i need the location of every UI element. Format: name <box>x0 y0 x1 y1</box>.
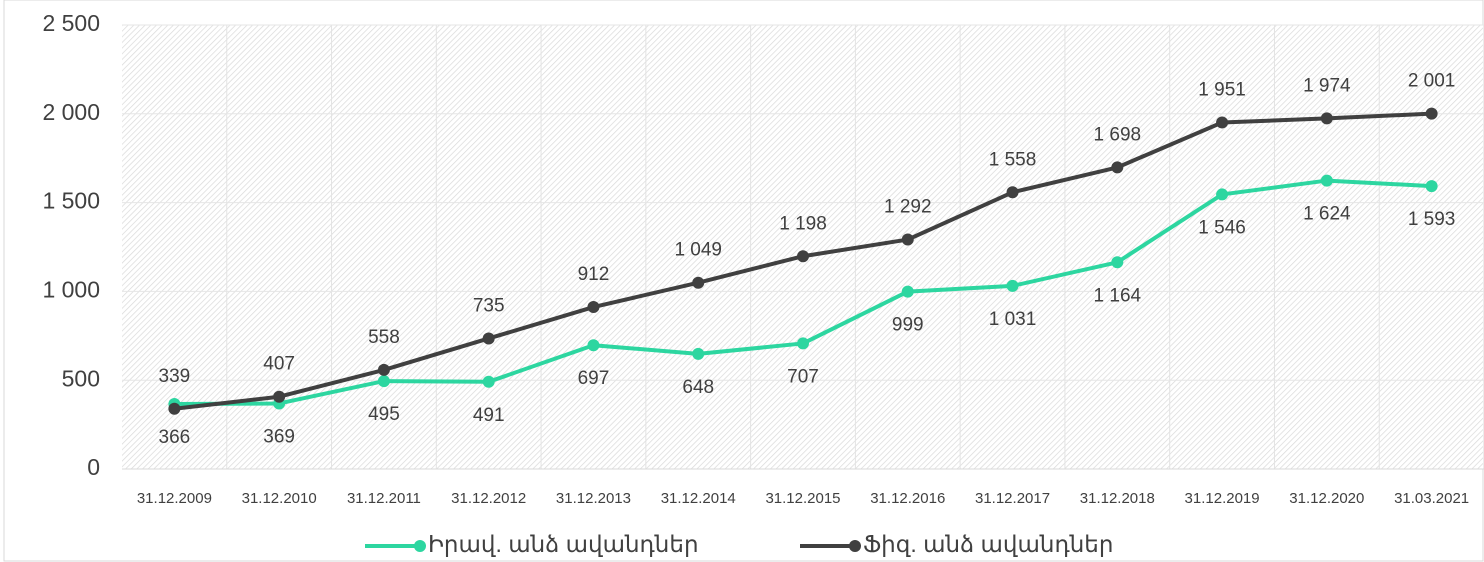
data-point <box>1425 180 1438 193</box>
data-point <box>1425 107 1438 120</box>
data-label: 1 292 <box>884 197 932 218</box>
y-tick-label: 2 000 <box>42 99 100 125</box>
data-point <box>1216 116 1229 129</box>
x-tick-label: 31.12.2010 <box>242 490 317 507</box>
data-label: 999 <box>892 315 924 336</box>
data-point <box>168 402 181 415</box>
data-point <box>1111 161 1124 174</box>
data-point <box>1320 112 1333 125</box>
y-tick-label: 500 <box>62 365 100 391</box>
data-point <box>797 250 809 263</box>
x-tick-label: 31.12.2013 <box>556 490 631 507</box>
data-point <box>587 339 600 352</box>
data-label: 912 <box>578 264 610 285</box>
data-point <box>482 332 495 345</box>
data-label: 1 558 <box>989 149 1037 170</box>
data-label: 1 698 <box>1094 124 1142 145</box>
data-point <box>692 347 705 360</box>
data-point <box>901 285 914 298</box>
legend-marker <box>849 540 861 552</box>
x-tick-label: 31.12.2012 <box>451 490 526 507</box>
data-label: 558 <box>368 327 400 348</box>
data-point <box>1006 279 1019 292</box>
data-point <box>377 363 390 376</box>
y-tick-label: 1 000 <box>42 276 100 302</box>
data-label: 1 593 <box>1408 209 1456 230</box>
data-label: 735 <box>473 295 505 316</box>
data-label: 369 <box>263 426 295 447</box>
x-tick-label: 31.12.2009 <box>137 490 212 507</box>
x-tick-label: 31.12.2014 <box>661 490 736 507</box>
data-label: 491 <box>473 405 505 426</box>
x-tick-label: 31.12.2015 <box>765 490 840 507</box>
data-point <box>482 375 495 388</box>
data-label: 339 <box>159 366 191 387</box>
y-tick-label: 2 500 <box>42 10 100 36</box>
x-tick-label: 31.12.2020 <box>1289 490 1364 507</box>
data-point <box>1111 256 1124 269</box>
data-label: 1 546 <box>1198 217 1246 238</box>
data-point <box>901 233 914 246</box>
data-point <box>377 375 390 388</box>
x-tick-label: 31.12.2019 <box>1185 490 1260 507</box>
x-tick-label: 31.12.2018 <box>1080 490 1155 507</box>
x-tick-label: 31.12.2017 <box>975 490 1050 507</box>
data-label: 407 <box>263 354 295 375</box>
data-label: 1 164 <box>1094 285 1142 306</box>
plot-area <box>122 25 1483 469</box>
x-tick-label: 31.12.2011 <box>347 490 421 507</box>
data-label: 2 001 <box>1408 71 1456 92</box>
data-point <box>1216 188 1229 201</box>
data-point <box>1006 186 1019 199</box>
legend-label: Ֆիզ. անձ ավանդներ <box>863 531 1113 557</box>
legend-marker <box>414 540 426 552</box>
data-label: 648 <box>682 377 714 398</box>
data-point <box>1320 174 1333 187</box>
x-tick-label: 31.12.2016 <box>870 490 945 507</box>
x-tick-label: 31.03.2021 <box>1394 490 1469 507</box>
data-label: 1 049 <box>674 240 722 261</box>
y-tick-label: 0 <box>87 454 100 480</box>
data-point <box>273 390 286 403</box>
data-label: 1 198 <box>779 213 827 234</box>
data-label: 1 031 <box>989 309 1037 330</box>
y-tick-label: 1 500 <box>42 188 100 214</box>
data-label: 366 <box>159 427 191 448</box>
data-label: 707 <box>787 366 819 387</box>
data-label: 1 624 <box>1303 204 1351 225</box>
data-point <box>692 276 705 289</box>
data-point <box>797 337 809 350</box>
data-label: 697 <box>578 368 610 389</box>
data-label: 1 951 <box>1198 80 1246 101</box>
data-point <box>587 301 600 314</box>
legend-label: Իրավ. անձ ավանդներ <box>428 531 699 557</box>
data-label: 1 974 <box>1303 75 1351 96</box>
data-label: 495 <box>368 404 400 425</box>
